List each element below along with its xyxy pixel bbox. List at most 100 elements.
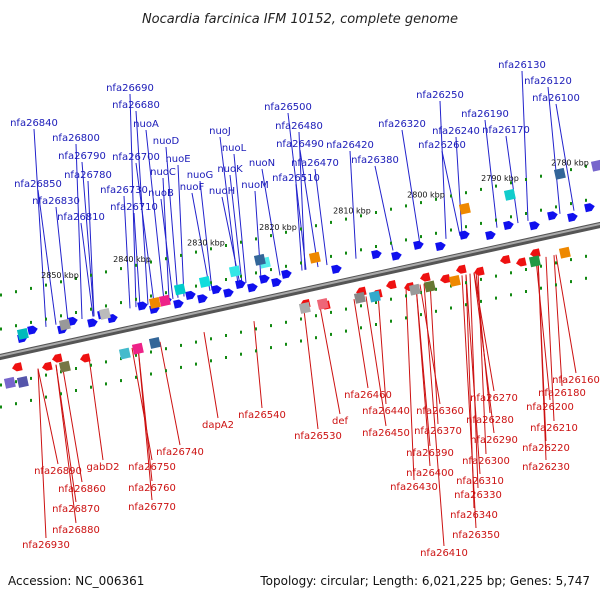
bottom-gene-label: nfa26390 <box>406 448 454 459</box>
feature-block <box>118 347 131 360</box>
forward-gene <box>485 230 496 240</box>
bottom-leader-line <box>477 271 487 455</box>
bottom-gene-label: nfa26760 <box>128 483 176 494</box>
guide-dot <box>240 330 242 334</box>
guide-dot <box>495 184 497 188</box>
guide-dot <box>255 327 257 331</box>
forward-gene-shape <box>259 274 270 284</box>
forward-gene <box>271 277 282 288</box>
feature-block <box>16 376 29 388</box>
feature-block <box>368 290 381 303</box>
top-gene-label: nfa26700 <box>112 152 160 163</box>
top-leader-line <box>298 131 306 270</box>
reverse-gene-shape <box>440 274 451 284</box>
forward-gene-shape <box>281 269 292 279</box>
guide-dot <box>15 324 17 328</box>
bottom-gene-label: nfa26750 <box>128 462 176 473</box>
top-gene-label: nfa26120 <box>524 76 572 87</box>
guide-dot <box>45 317 47 321</box>
feature-block <box>148 296 161 309</box>
forward-gene-shape <box>331 264 342 274</box>
feature-block <box>528 255 541 268</box>
top-leader-line <box>295 183 303 271</box>
guide-dot <box>0 383 2 387</box>
bottom-gene-label: nfa26860 <box>58 484 106 495</box>
scale-tick-label: 2790 kbp <box>481 174 519 183</box>
bottom-gene-label: nfa26400 <box>406 468 454 479</box>
bottom-gene-label: nfa26230 <box>522 462 570 473</box>
top-gene-label: nfa26730 <box>100 185 148 196</box>
top-leader-line <box>455 136 463 236</box>
forward-gene-shape <box>185 290 196 300</box>
top-gene-label: nfa26240 <box>432 126 480 137</box>
guide-dot <box>210 337 212 341</box>
top-gene-label: nfa26800 <box>52 133 100 144</box>
forward-gene-shape <box>67 316 78 326</box>
reverse-gene <box>420 272 431 282</box>
guide-dot <box>60 314 62 318</box>
guide-dot <box>315 314 317 318</box>
top-leader-line <box>555 103 575 211</box>
guide-dot <box>330 254 332 258</box>
guide-dot <box>540 208 542 212</box>
feature-block <box>353 291 366 304</box>
guide-dot <box>300 261 302 265</box>
top-leader-line <box>145 129 165 301</box>
guide-dot <box>315 336 317 340</box>
top-gene-label: nuoN <box>249 158 275 169</box>
guide-dot <box>90 307 92 311</box>
feature-block-shape <box>558 246 571 259</box>
guide-dot <box>465 191 467 195</box>
guide-dot <box>195 284 197 288</box>
reverse-gene <box>12 362 23 372</box>
feature-block-shape <box>173 283 186 296</box>
guide-dot <box>150 294 152 298</box>
feature-block <box>228 265 241 278</box>
reverse-gene-shape <box>42 361 53 371</box>
forward-gene <box>371 249 382 260</box>
bottom-leader-line <box>353 299 369 389</box>
feature-block <box>458 202 471 215</box>
guide-dot <box>210 247 212 251</box>
guide-dot <box>390 207 392 211</box>
forward-gene <box>185 290 196 300</box>
bottom-leader-line <box>555 254 577 374</box>
feature-block <box>558 246 571 259</box>
feature-block <box>131 342 144 355</box>
guide-dot <box>375 211 377 214</box>
feature-block <box>58 318 71 331</box>
guide-dot <box>540 264 542 268</box>
scale-tick-label: 2850 kbp <box>41 271 79 280</box>
bottom-gene-label: nfa26890 <box>34 466 82 477</box>
guide-dot <box>345 329 347 333</box>
feature-block <box>253 253 266 266</box>
top-gene-label: nfa26810 <box>57 212 105 223</box>
guide-dot <box>495 296 497 300</box>
guide-dot <box>405 294 407 298</box>
guide-dot <box>360 214 362 218</box>
top-gene-label: nuoH <box>209 186 235 197</box>
guide-dot <box>0 405 2 409</box>
guide-dot <box>135 375 137 379</box>
guide-dot <box>285 264 287 268</box>
reverse-gene-shape <box>52 353 63 363</box>
feature-block-shape <box>148 296 161 309</box>
feature-block-shape <box>316 298 329 310</box>
top-gene-label: nuoD <box>153 136 180 147</box>
top-leader-line <box>80 222 94 317</box>
guide-dot <box>570 280 572 284</box>
top-leader-line <box>439 100 447 239</box>
map-title: Nocardia farcinica IFM 10152, complete g… <box>142 12 458 27</box>
guide-dot <box>255 349 257 353</box>
reverse-gene <box>440 274 451 284</box>
feature-block <box>98 307 111 320</box>
guide-dot <box>120 301 122 305</box>
feature-block <box>553 167 566 180</box>
feature-block <box>198 275 211 288</box>
forward-gene <box>413 240 424 250</box>
forward-gene-shape <box>413 240 424 250</box>
feature-block-shape <box>58 318 71 331</box>
feature-block-shape <box>131 342 144 355</box>
feature-block-shape <box>198 275 211 288</box>
